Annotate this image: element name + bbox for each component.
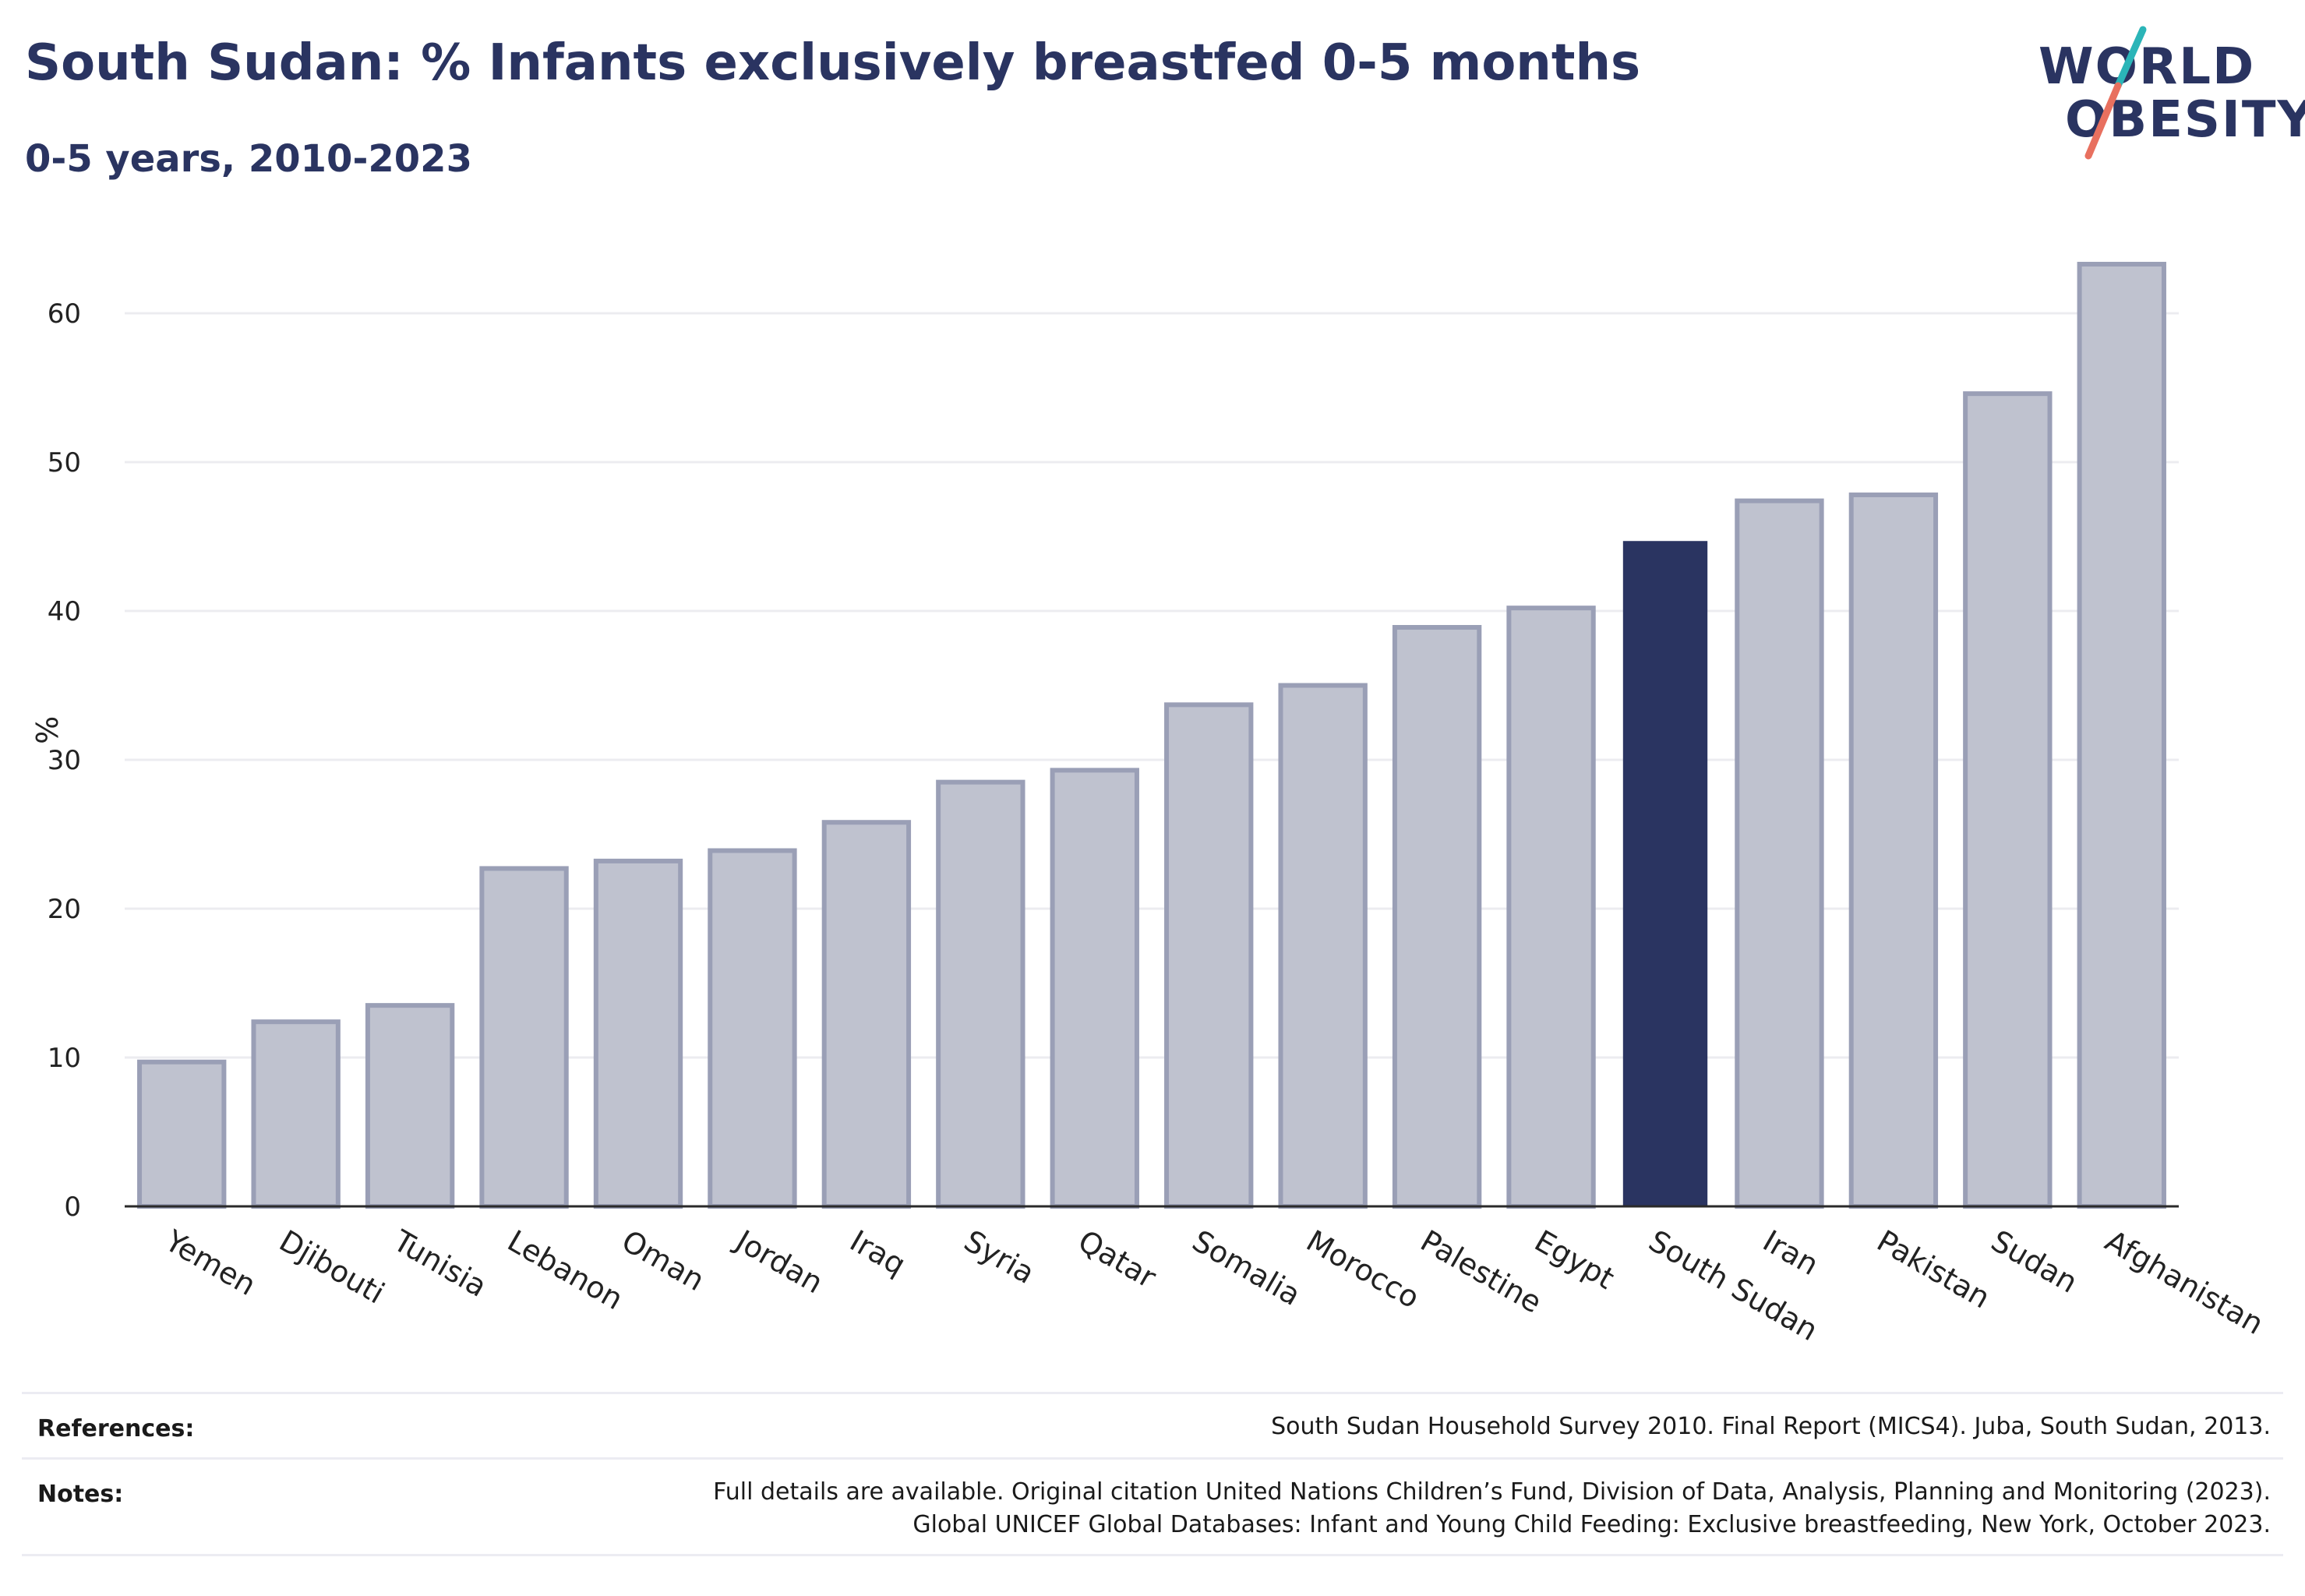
references-text: South Sudan Household Survey 2010. Final… <box>1271 1413 2271 1440</box>
y-axis-label: % <box>30 716 65 744</box>
bar <box>1735 498 1824 1209</box>
logo-text-line1: WORLD <box>2038 38 2256 96</box>
x-tick-label: Oman <box>616 1223 711 1298</box>
x-tick-label: Morocco <box>1301 1223 1425 1315</box>
bar <box>365 1003 455 1209</box>
x-tick-label: Tunisia <box>387 1223 492 1304</box>
x-tick-label: Iran <box>1757 1223 1824 1282</box>
bar <box>137 1059 227 1209</box>
bar <box>821 820 912 1209</box>
x-tick-label: Pakistan <box>1871 1223 1996 1315</box>
chart-subtitle: 0-5 years, 2010-2023 <box>25 137 472 181</box>
bar <box>1164 702 1254 1209</box>
bar <box>936 779 1025 1209</box>
footer-divider-top <box>22 1392 2283 1394</box>
bar <box>1278 683 1368 1209</box>
chart-title: South Sudan: % Infants exclusively breas… <box>25 34 1641 92</box>
y-tick-label: 20 <box>48 894 81 925</box>
y-tick-label: 40 <box>48 596 81 627</box>
bar <box>1622 541 1708 1206</box>
footer-divider-bottom <box>22 1554 2283 1556</box>
y-tick-label: 0 <box>64 1192 81 1223</box>
x-tick-label: Sudan <box>1986 1223 2084 1300</box>
x-tick-label: Egypt <box>1529 1223 1620 1296</box>
bar <box>251 1019 341 1209</box>
bar <box>479 866 569 1209</box>
bar <box>1506 606 1596 1209</box>
bar <box>708 848 797 1209</box>
y-tick-label: 10 <box>48 1043 81 1074</box>
x-tick-label: Iraq <box>844 1223 911 1282</box>
x-tick-label: Jordan <box>729 1223 828 1301</box>
x-tick-label: Somalia <box>1187 1223 1307 1312</box>
notes-text-line1: Full details are available. Original cit… <box>713 1478 2271 1506</box>
bar <box>1050 768 1139 1209</box>
notes-label: Notes: <box>37 1481 124 1508</box>
x-tick-label: Syria <box>958 1223 1040 1291</box>
x-tick-label: Afghanistan <box>2099 1223 2269 1341</box>
footer-divider-middle <box>22 1457 2283 1460</box>
notes-text-line2: Global UNICEF Global Databases: Infant a… <box>912 1511 2271 1538</box>
x-tick-label: Djibouti <box>274 1223 390 1311</box>
y-tick-label: 60 <box>48 298 81 330</box>
x-tick-label: Lebanon <box>502 1223 629 1316</box>
x-tick-label: Yemen <box>159 1223 262 1302</box>
y-tick-label: 50 <box>48 447 81 478</box>
bar <box>1848 493 1939 1209</box>
world-obesity-logo: WORLD OBESITY <box>2026 23 2305 171</box>
bar <box>1963 391 2053 1209</box>
logo-slash-icon <box>2084 26 2147 160</box>
x-tick-label: Qatar <box>1072 1223 1162 1295</box>
y-tick-label: 30 <box>48 745 81 776</box>
bar <box>1392 625 1482 1209</box>
references-label: References: <box>37 1415 195 1442</box>
bar <box>2077 261 2166 1209</box>
bar <box>593 858 683 1209</box>
x-tick-label: Palestine <box>1415 1223 1548 1320</box>
